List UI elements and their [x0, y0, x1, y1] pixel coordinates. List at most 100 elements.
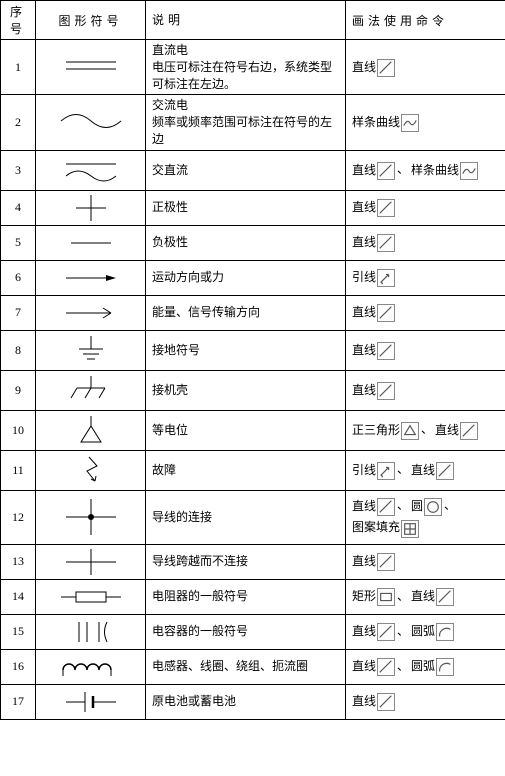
- row-number: 11: [1, 450, 36, 490]
- line-icon: [377, 382, 395, 400]
- cmd-label: 圆: [411, 499, 423, 513]
- symbol-ground: [36, 330, 146, 370]
- cmd-label: 引线: [352, 463, 376, 477]
- table-row: 4 正极性直线: [1, 190, 505, 225]
- cmd-label: 直线: [352, 235, 376, 249]
- commands: 正三角形 、直线: [346, 410, 505, 450]
- symbol-capacitor: [36, 614, 146, 649]
- cmd-arc: 圆弧: [411, 657, 454, 676]
- row-number: 17: [1, 684, 36, 719]
- line-icon: [377, 658, 395, 676]
- cmd-label: 直线: [352, 200, 376, 214]
- table-row: 9接机壳直线: [1, 370, 505, 410]
- table-row: 2交流电频率或频率范围可标注在符号的左边样条曲线: [1, 95, 505, 150]
- description: 负极性: [146, 225, 346, 260]
- table-row: 16电感器、线圈、绕组、扼流圈直线、圆弧: [1, 649, 505, 684]
- header-description: 说明: [146, 1, 346, 40]
- table-row: 6运动方向或力引线: [1, 260, 505, 295]
- symbol-junction: [36, 490, 146, 544]
- symbol-resistor: [36, 579, 146, 614]
- cmd-circle: 圆: [411, 497, 442, 516]
- symbol-battery: [36, 684, 146, 719]
- symbol-cross: [36, 544, 146, 579]
- cmd-line: 直线: [411, 461, 454, 480]
- cmd-fill: 图案填充: [352, 518, 419, 537]
- cmd-label: 正三角形: [352, 423, 400, 437]
- leader-icon: [377, 462, 395, 480]
- line-icon: [377, 342, 395, 360]
- cmd-line: 直线: [352, 161, 395, 180]
- separator: 、: [444, 498, 456, 512]
- table-row: 3交直流直线、样条曲线: [1, 150, 505, 190]
- cmd-label: 直线: [352, 554, 376, 568]
- line-icon: [377, 59, 395, 77]
- cmd-line: 直线: [352, 497, 395, 516]
- line-icon: [377, 693, 395, 711]
- description: 正极性: [146, 190, 346, 225]
- row-number: 7: [1, 295, 36, 330]
- line-icon: [460, 422, 478, 440]
- electrical-symbols-table: 序号 图形符号 说明 画法使用命令 1直流电电压可标注在符号右边，系统类型可标注…: [0, 0, 505, 720]
- table-row: 1直流电电压可标注在符号右边，系统类型可标注在左边。直线: [1, 40, 505, 95]
- symbol-equipot: [36, 410, 146, 450]
- cmd-label: 直线: [352, 624, 376, 638]
- table-row: 12导线的连接直线、圆、图案填充: [1, 490, 505, 544]
- description: 运动方向或力: [146, 260, 346, 295]
- arc-icon: [436, 658, 454, 676]
- cmd-label: 直线: [411, 463, 435, 477]
- cmd-line: 直线: [352, 58, 395, 77]
- line-icon: [377, 162, 395, 180]
- commands: 直线: [346, 225, 505, 260]
- cmd-label: 样条曲线: [411, 163, 459, 177]
- table-row: 17 原电池或蓄电池直线: [1, 684, 505, 719]
- table-row: 5 负极性直线: [1, 225, 505, 260]
- description: 等电位: [146, 410, 346, 450]
- line-icon: [377, 234, 395, 252]
- description: 导线的连接: [146, 490, 346, 544]
- row-number: 1: [1, 40, 36, 95]
- cmd-label: 直线: [352, 383, 376, 397]
- cmd-arc: 圆弧: [411, 622, 454, 641]
- cmd-label: 样条曲线: [352, 115, 400, 129]
- cmd-line: 直线: [352, 657, 395, 676]
- separator: 、: [397, 659, 409, 673]
- description: 交流电频率或频率范围可标注在符号的左边: [146, 95, 346, 150]
- cmd-leader: 引线: [352, 461, 395, 480]
- description: 原电池或蓄电池: [146, 684, 346, 719]
- cmd-label: 矩形: [352, 589, 376, 603]
- symbol-fault: [36, 450, 146, 490]
- header-number: 序号: [1, 1, 36, 40]
- line-icon: [377, 623, 395, 641]
- cmd-label: 直线: [435, 423, 459, 437]
- symbol-dc: [36, 40, 146, 95]
- symbol-minus: [36, 225, 146, 260]
- commands: 直线: [346, 684, 505, 719]
- row-number: 5: [1, 225, 36, 260]
- commands: 引线: [346, 260, 505, 295]
- line-icon: [377, 553, 395, 571]
- separator: 、: [421, 422, 433, 436]
- cmd-line: 直线: [435, 421, 478, 440]
- commands: 样条曲线: [346, 95, 505, 150]
- commands: 直线: [346, 40, 505, 95]
- cmd-label: 直线: [352, 305, 376, 319]
- symbol-chassis: [36, 370, 146, 410]
- cmd-label: 直线: [352, 694, 376, 708]
- commands: 直线: [346, 330, 505, 370]
- header-command: 画法使用命令: [346, 1, 505, 40]
- cmd-line: 直线: [352, 381, 395, 400]
- description: 交直流: [146, 150, 346, 190]
- row-number: 8: [1, 330, 36, 370]
- arc-icon: [436, 623, 454, 641]
- cmd-leader: 引线: [352, 268, 395, 287]
- cmd-line: 直线: [352, 303, 395, 322]
- commands: 直线、圆弧: [346, 649, 505, 684]
- row-number: 14: [1, 579, 36, 614]
- circle-icon: [424, 498, 442, 516]
- row-number: 4: [1, 190, 36, 225]
- separator: 、: [397, 498, 409, 512]
- description: 接机壳: [146, 370, 346, 410]
- separator: 、: [397, 162, 409, 176]
- description: 故障: [146, 450, 346, 490]
- cmd-triangle: 正三角形: [352, 421, 419, 440]
